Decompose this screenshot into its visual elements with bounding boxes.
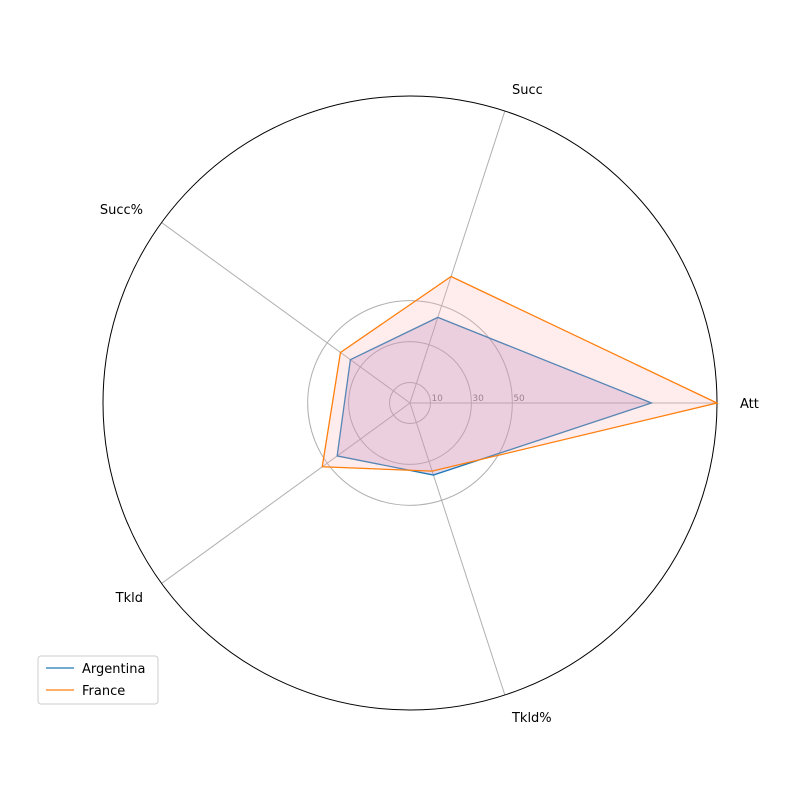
axis-label-succ: Succ [512,83,543,98]
series-area-france [322,276,717,472]
axis-label-att: Att [740,397,759,412]
series-layer [321,275,719,476]
spoke-succ [409,110,506,404]
radial-tick-label-30: 30 [472,394,484,404]
legend-label-france: France [82,684,125,699]
series-line-argentina [336,316,654,476]
axis-label-tkld: Tkld [115,591,143,606]
axis-label-succ-pct: Succ% [100,203,143,218]
series-area-argentina [337,317,652,476]
radial-tick-label-50: 50 [513,394,525,404]
grid: 10 30 50 [102,95,718,711]
axis-labels: Att Succ Succ% Tkld Tkld% [100,83,759,726]
legend: Argentina France [37,655,159,705]
spoke-tkld-pct [409,402,506,696]
spoke-succ-pct [161,222,411,404]
series-line-france [321,275,719,472]
spoke-tkld [161,402,411,584]
legend-label-argentina: Argentina [82,662,145,677]
axis-label-tkld-pct: Tkld% [511,711,552,726]
radial-tick-label-10: 10 [431,394,443,404]
